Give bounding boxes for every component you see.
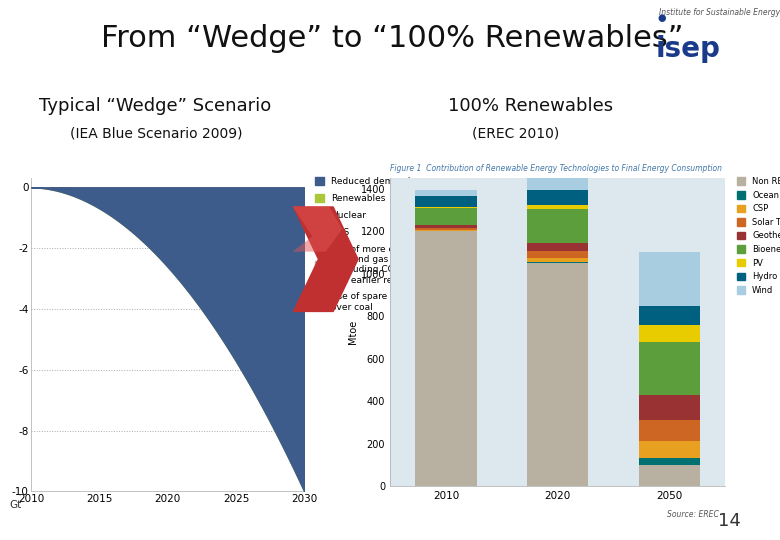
Text: (EREC 2010): (EREC 2010) xyxy=(472,127,559,141)
Bar xyxy=(415,207,477,208)
Bar xyxy=(415,208,477,225)
Bar xyxy=(639,465,700,486)
Bar xyxy=(639,306,700,325)
Bar xyxy=(639,441,700,458)
Text: Institute for Sustainable Energy Policy: Institute for Sustainable Energy Policy xyxy=(659,8,780,17)
Text: isep: isep xyxy=(655,35,720,63)
Bar xyxy=(639,253,700,306)
Bar xyxy=(527,243,588,252)
Bar xyxy=(415,190,477,196)
Bar xyxy=(415,230,477,231)
Text: 14: 14 xyxy=(718,512,741,530)
Text: Typical “Wedge” Scenario: Typical “Wedge” Scenario xyxy=(39,97,271,115)
Polygon shape xyxy=(292,206,359,312)
Bar xyxy=(639,420,700,441)
Y-axis label: Mtoe: Mtoe xyxy=(348,320,358,344)
Text: 100% Renewables: 100% Renewables xyxy=(448,97,614,115)
Bar xyxy=(415,225,477,228)
Polygon shape xyxy=(292,206,342,252)
Bar xyxy=(639,325,700,342)
Bar xyxy=(415,228,477,230)
Bar xyxy=(639,342,700,395)
Text: Source: EREC: Source: EREC xyxy=(667,510,718,519)
Bar xyxy=(527,258,588,262)
Bar xyxy=(527,252,588,258)
Text: (IEA Blue Scenario 2009): (IEA Blue Scenario 2009) xyxy=(70,127,243,141)
Bar xyxy=(639,395,700,420)
Text: ●: ● xyxy=(658,14,666,24)
Text: Figure 1  Contribution of Renewable Energy Technologies to Final Energy Consumpt: Figure 1 Contribution of Renewable Energ… xyxy=(390,164,722,173)
Text: From “Wedge” to “100% Renewables”: From “Wedge” to “100% Renewables” xyxy=(101,24,684,53)
Legend: Non RES, Ocean, CSP, Solar Therm., Geothermal, Bioenergy, PV, Hydro, Wind: Non RES, Ocean, CSP, Solar Therm., Geoth… xyxy=(736,176,780,295)
Text: Gt: Gt xyxy=(9,500,22,510)
Bar xyxy=(527,263,588,486)
Bar xyxy=(527,209,588,243)
Bar xyxy=(639,458,700,465)
Legend: Reduced demand, Renewables, Nuclear, CCS, Use of more efficient
coal and gas pla: Reduced demand, Renewables, Nuclear, CCS… xyxy=(314,177,448,313)
Bar xyxy=(527,205,588,209)
Bar xyxy=(527,168,588,190)
Bar xyxy=(415,231,477,486)
Bar xyxy=(527,190,588,205)
Bar xyxy=(415,196,477,207)
Bar xyxy=(527,262,588,263)
